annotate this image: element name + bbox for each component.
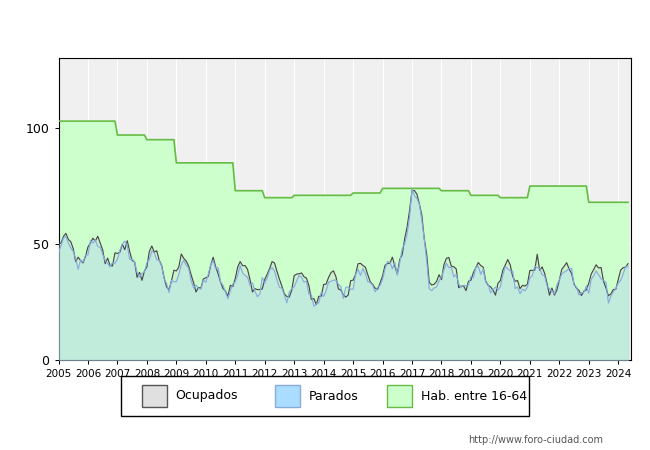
Text: Ocupados: Ocupados — [176, 390, 238, 402]
Text: El Redal - Evolucion de la poblacion en edad de Trabajar Mayo de 2024: El Redal - Evolucion de la poblacion en … — [65, 17, 585, 32]
Text: http://www.foro-ciudad.com: http://www.foro-ciudad.com — [468, 435, 603, 445]
Bar — [142, 385, 167, 407]
Text: Parados: Parados — [308, 390, 358, 402]
Text: Hab. entre 16-64: Hab. entre 16-64 — [421, 390, 526, 402]
Bar — [387, 385, 412, 407]
Bar — [275, 385, 300, 407]
